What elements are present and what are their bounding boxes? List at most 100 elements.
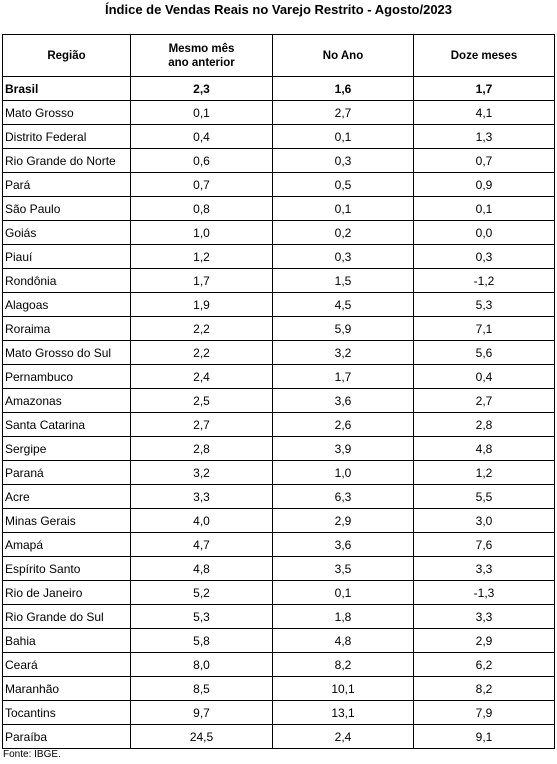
- cell: 1,7: [130, 268, 273, 293]
- cell: -1,2: [413, 268, 555, 293]
- row: Piauí 1,2 0,3 0,3: [2, 244, 555, 269]
- cell: 2,6: [272, 412, 414, 437]
- cell: 8,0: [130, 652, 273, 677]
- header-cell: No Ano: [272, 34, 414, 77]
- cell: 13,1: [272, 700, 414, 725]
- row: Rondônia 1,7 1,5 -1,2: [2, 268, 555, 293]
- cell: 3,2: [130, 460, 273, 485]
- cell: 5,5: [413, 484, 555, 509]
- header-row: Região Mesmo mês ano anterior No Ano Doze m…: [2, 34, 555, 77]
- row: Mato Grosso do Sul 2,2 3,2 5,6: [2, 340, 555, 365]
- row: Sergipe 2,8 3,9 4,8: [2, 436, 555, 461]
- cell: 0,9: [413, 172, 555, 197]
- row: Roraima 2,2 5,9 7,1: [2, 316, 555, 341]
- row: Santa Catarina 2,7 2,6 2,8: [2, 412, 555, 437]
- cell: 4,7: [130, 532, 273, 557]
- cell: 1,0: [130, 220, 273, 245]
- cell: Rio de Janeiro: [2, 580, 131, 605]
- cell: Roraima: [2, 316, 131, 341]
- cell: 8,2: [272, 652, 414, 677]
- row: Goiás 1,0 0,2 0,0: [2, 220, 555, 245]
- cell: 4,8: [272, 628, 414, 653]
- cell: 5,2: [130, 580, 273, 605]
- row: Bahia 5,8 4,8 2,9: [2, 628, 555, 653]
- cell: Espírito Santo: [2, 556, 131, 581]
- cell: 1,6: [272, 76, 414, 101]
- cell: 1,8: [272, 604, 414, 629]
- row: Amazonas 2,5 3,6 2,7: [2, 388, 555, 413]
- cell: Ceará: [2, 652, 131, 677]
- row: Pará 0,7 0,5 0,9: [2, 172, 555, 197]
- cell: 0,1: [130, 100, 273, 125]
- cell: 1,2: [413, 460, 555, 485]
- cell: 5,6: [413, 340, 555, 365]
- cell: 0,1: [272, 580, 414, 605]
- cell: -1,3: [413, 580, 555, 605]
- cell: 1,3: [413, 124, 555, 149]
- row: Ceará 8,0 8,2 6,2: [2, 652, 555, 677]
- cell: Bahia: [2, 628, 131, 653]
- row: Minas Gerais 4,0 2,9 3,0: [2, 508, 555, 533]
- cell: 3,6: [272, 532, 414, 557]
- cell: Tocantins: [2, 700, 131, 725]
- title: Índice de Vendas Reais no Varejo Restrit…: [104, 2, 453, 17]
- cell: 10,1: [272, 676, 414, 701]
- cell: 0,1: [272, 196, 414, 221]
- cell: 2,9: [272, 508, 414, 533]
- cell: 5,3: [413, 292, 555, 317]
- cell: 0,1: [272, 124, 414, 149]
- row: Rio Grande do Sul 5,3 1,8 3,3: [2, 604, 555, 629]
- source: Fonte: IBGE.: [3, 749, 61, 760]
- cell: 4,1: [413, 100, 555, 125]
- cell: 3,3: [413, 556, 555, 581]
- cell: 0,6: [130, 148, 273, 173]
- row: Alagoas 1,9 4,5 5,3: [2, 292, 555, 317]
- cell: 6,2: [413, 652, 555, 677]
- row: Espírito Santo 4,8 3,5 3,3: [2, 556, 555, 581]
- cell: 24,5: [130, 724, 273, 749]
- cell: 7,6: [413, 532, 555, 557]
- row: Tocantins 9,7 13,1 7,9: [2, 700, 555, 725]
- cell: Paraná: [2, 460, 131, 485]
- row: Distrito Federal 0,4 0,1 1,3: [2, 124, 555, 149]
- cell: 2,3: [130, 76, 273, 101]
- cell: 3,0: [413, 508, 555, 533]
- cell: 3,6: [272, 388, 414, 413]
- cell: Rio Grande do Sul: [2, 604, 131, 629]
- cell: 2,7: [272, 100, 414, 125]
- row: Paraná 3,2 1,0 1,2: [2, 460, 555, 485]
- cell: 3,9: [272, 436, 414, 461]
- cell: 2,7: [413, 388, 555, 413]
- cell: 0,7: [413, 148, 555, 173]
- cell: 3,3: [130, 484, 273, 509]
- cell: 1,7: [413, 76, 555, 101]
- cell: 0,5: [272, 172, 414, 197]
- cell: Brasil: [2, 76, 131, 101]
- cell: 4,8: [130, 556, 273, 581]
- cell: São Paulo: [2, 196, 131, 221]
- cell: 3,5: [272, 556, 414, 581]
- cell: Rio Grande do Norte: [2, 148, 131, 173]
- cell: 5,9: [272, 316, 414, 341]
- cell: 5,3: [130, 604, 273, 629]
- cell: 8,5: [130, 676, 273, 701]
- cell: 3,2: [272, 340, 414, 365]
- cell: 2,8: [413, 412, 555, 437]
- row: Amapá 4,7 3,6 7,6: [2, 532, 555, 557]
- cell: Amapá: [2, 532, 131, 557]
- cell: 1,2: [130, 244, 273, 269]
- cell: 0,4: [413, 364, 555, 389]
- cell: 2,4: [272, 724, 414, 749]
- cell: 0,3: [413, 244, 555, 269]
- cell: 5,8: [130, 628, 273, 653]
- cell: Acre: [2, 484, 131, 509]
- header-cell: Região: [2, 34, 131, 77]
- cell: 9,7: [130, 700, 273, 725]
- cell: Paraíba: [2, 724, 131, 749]
- cell: 0,8: [130, 196, 273, 221]
- cell: 4,5: [272, 292, 414, 317]
- table: Região Mesmo mês ano anterior No Ano Doze m…: [2, 34, 555, 749]
- row: Brasil 2,3 1,6 1,7: [2, 76, 555, 101]
- cell: 0,1: [413, 196, 555, 221]
